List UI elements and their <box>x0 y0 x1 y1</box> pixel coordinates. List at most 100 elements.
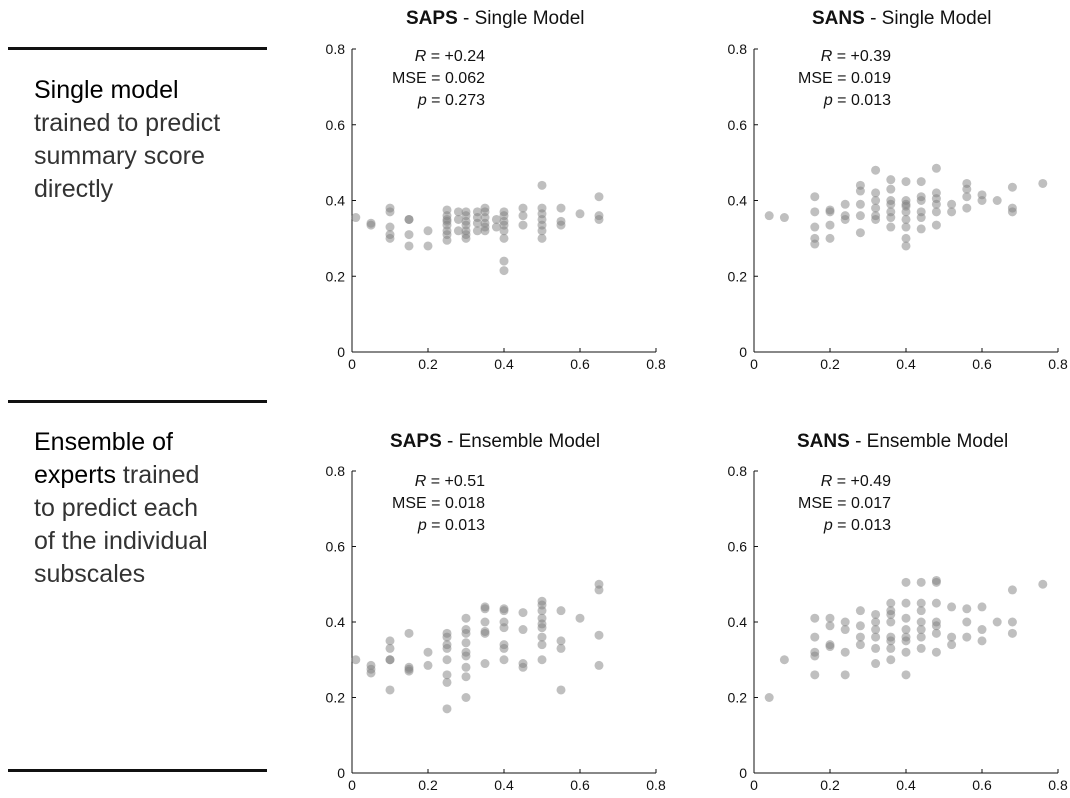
chart-title-sans-single: SANS - Single Model <box>812 8 992 29</box>
x-tick-label: 0 <box>348 356 356 372</box>
data-point <box>461 672 471 682</box>
data-point <box>1007 585 1017 595</box>
data-point <box>871 632 881 642</box>
data-point <box>916 625 926 635</box>
data-point <box>886 655 896 665</box>
data-point <box>947 199 957 209</box>
data-point <box>916 196 926 205</box>
data-point <box>931 220 941 230</box>
y-tick-label: 0.8 <box>728 463 748 479</box>
data-point <box>886 609 896 619</box>
data-point <box>556 203 566 213</box>
data-point <box>962 617 972 627</box>
data-point <box>855 228 865 238</box>
x-tick-label: 0.8 <box>1048 356 1068 372</box>
stats-sans-ensemble: R = +0.49 MSE = 0.017 p = 0.013 <box>798 473 891 534</box>
data-point <box>825 621 835 631</box>
data-point <box>931 577 941 587</box>
data-point <box>855 606 865 616</box>
data-point <box>442 677 452 687</box>
data-point <box>901 233 911 243</box>
data-point <box>499 643 509 653</box>
data-point <box>1007 617 1017 627</box>
x-tick-label: 0.8 <box>646 356 666 372</box>
data-point <box>472 226 482 236</box>
data-point <box>886 617 896 627</box>
row-label-line: subscales <box>34 560 146 588</box>
x-tick-label: 0.8 <box>1048 777 1068 793</box>
x-tick-label: 0 <box>750 356 758 372</box>
data-point <box>916 177 926 187</box>
data-point <box>855 211 865 221</box>
data-point <box>855 621 865 631</box>
y-tick-label: 0.8 <box>326 41 346 57</box>
data-point <box>901 214 911 224</box>
x-tick-label: 0.2 <box>418 356 438 372</box>
data-point <box>779 213 789 223</box>
data-point <box>518 203 528 213</box>
y-tick-label: 0.6 <box>728 117 748 133</box>
x-tick-label: 0.6 <box>570 777 590 793</box>
data-point <box>461 638 471 648</box>
data-point <box>480 628 490 638</box>
y-tick-label: 0.4 <box>326 614 346 630</box>
data-point <box>385 643 395 653</box>
data-point <box>931 628 941 638</box>
x-tick-label: 0.6 <box>972 777 992 793</box>
data-point <box>916 643 926 653</box>
data-point <box>855 186 865 196</box>
data-point <box>537 655 547 665</box>
row-label-line: experts <box>34 461 116 489</box>
x-tick-label: 0.4 <box>896 356 916 372</box>
data-point <box>404 241 414 251</box>
row-label-line: Single model <box>34 76 179 104</box>
data-point <box>556 643 566 653</box>
y-tick-label: 0.2 <box>326 268 346 284</box>
data-point <box>442 632 452 642</box>
y-tick-label: 0.8 <box>728 41 748 57</box>
data-point <box>351 655 361 665</box>
data-point <box>931 598 941 608</box>
chart-title-sans-ensemble: SANS - Ensemble Model <box>797 431 1009 452</box>
data-point <box>575 613 585 623</box>
data-point <box>901 670 911 680</box>
data-point <box>916 632 926 642</box>
data-point <box>764 693 774 702</box>
x-tick-label: 0.4 <box>494 356 514 372</box>
data-point <box>499 233 509 243</box>
data-point <box>931 163 941 173</box>
data-point <box>947 632 957 642</box>
x-tick-label: 0 <box>348 777 356 793</box>
y-tick-label: 0.6 <box>326 117 346 133</box>
y-tick-label: 0 <box>739 344 747 360</box>
data-point <box>472 218 482 228</box>
row-label-line: to predict each <box>34 494 198 522</box>
data-point <box>855 199 865 209</box>
data-point <box>442 670 452 680</box>
data-point <box>442 704 452 714</box>
data-point <box>825 207 835 217</box>
data-point <box>947 640 957 650</box>
data-point <box>385 655 395 665</box>
stats-sans-single: R = +0.39 MSE = 0.019 p = 0.013 <box>798 48 891 109</box>
data-point <box>871 625 881 635</box>
data-point <box>810 613 820 623</box>
data-point <box>901 647 911 657</box>
data-point <box>537 606 547 616</box>
data-point <box>518 662 528 672</box>
data-point <box>461 662 471 672</box>
data-point <box>499 256 509 266</box>
y-tick-label: 0.6 <box>728 539 748 555</box>
data-point <box>442 235 452 245</box>
data-point <box>810 239 820 249</box>
data-point <box>810 632 820 642</box>
data-point <box>977 196 987 205</box>
data-point <box>901 636 911 646</box>
data-point <box>480 617 490 627</box>
data-point <box>594 585 604 595</box>
data-point <box>423 647 433 657</box>
data-point <box>423 660 433 670</box>
x-tick-label: 0.2 <box>418 777 438 793</box>
data-point <box>491 214 501 224</box>
data-point <box>491 222 501 232</box>
